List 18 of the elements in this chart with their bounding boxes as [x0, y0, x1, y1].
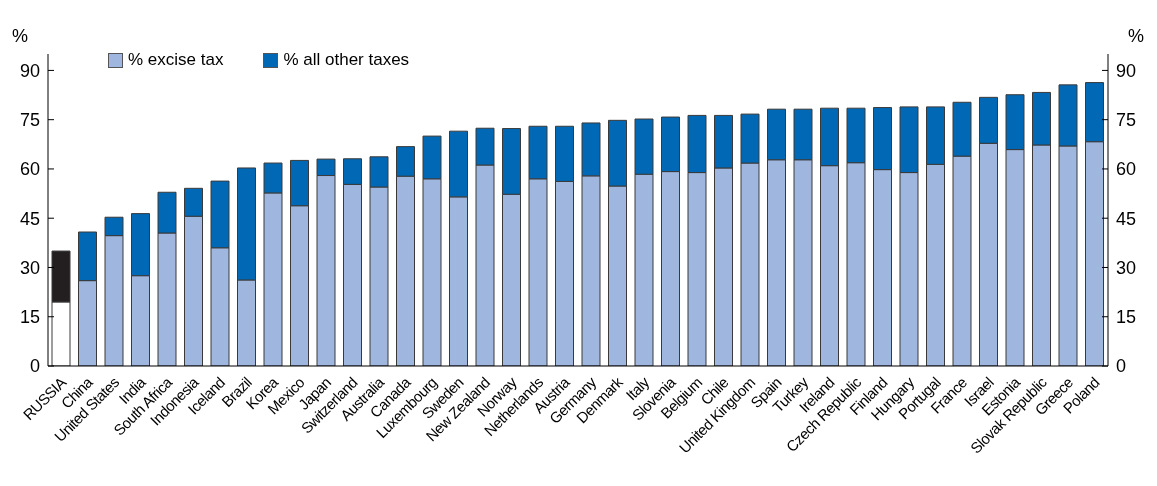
legend-label: % all other taxes	[282, 50, 410, 70]
y-tick-label: 90	[19, 60, 40, 81]
y-tick-label: 45	[19, 208, 40, 229]
y2-tick-label: 60	[1116, 159, 1137, 180]
y-tick-label: 60	[19, 159, 40, 180]
legend-label: % excise tax	[127, 50, 224, 70]
y-tick-label: 30	[19, 257, 40, 278]
y2-tick-label: 30	[1116, 257, 1137, 278]
y-tick-label: 0	[29, 356, 40, 377]
y2-tick-label: 90	[1116, 60, 1137, 81]
y2-axis-title: %	[1128, 26, 1145, 46]
y-tick-label: 15	[19, 307, 40, 328]
y2-tick-label: 75	[1116, 110, 1137, 131]
y2-tick-label: 0	[1116, 356, 1127, 377]
y-axis-title: %	[12, 26, 29, 46]
y-tick-label: 75	[19, 110, 40, 131]
y2-tick-label: 15	[1116, 307, 1137, 328]
y2-tick-label: 45	[1116, 208, 1137, 229]
